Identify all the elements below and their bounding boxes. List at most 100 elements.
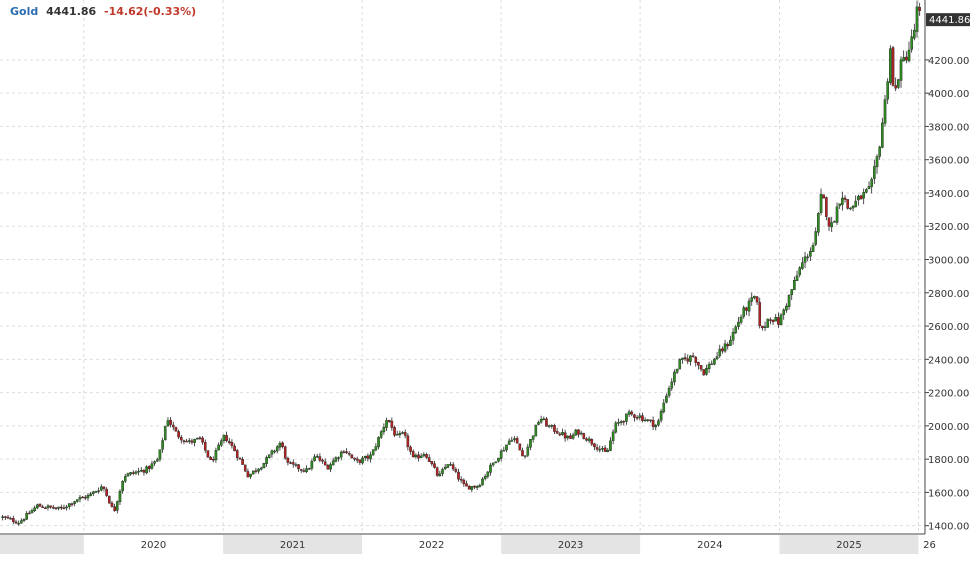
candle-body [171,424,175,428]
candle [793,276,796,291]
candle [30,508,34,514]
candle-body [4,516,7,518]
candle [905,51,908,64]
candle [494,461,498,464]
candle-body [913,29,916,39]
candle [14,519,18,525]
candle [339,450,343,461]
candle [121,480,124,494]
candle [539,415,543,424]
candle [515,436,519,444]
candle [315,453,319,459]
candle-body [211,458,215,461]
candle [398,430,402,438]
candle-body [499,450,503,459]
candle-body [369,454,372,460]
candle-body [795,275,799,281]
candle-body [185,440,188,443]
candle-body [777,317,780,325]
candle-body [297,464,300,470]
candle-body [273,450,276,453]
candle-body [30,510,34,514]
candle [739,314,743,325]
candle [803,251,807,269]
candle [417,451,420,462]
candle-body [166,420,170,427]
candle [123,473,127,483]
candle-body [86,495,90,499]
candle-body [147,466,151,470]
candle-body [606,450,610,453]
candle [486,470,490,479]
candle-body [715,356,719,360]
candle-body [379,431,383,438]
candle-body [702,369,706,376]
candle [118,489,122,506]
candle-body [222,434,226,442]
candle [187,437,191,444]
candle [251,470,255,475]
candle-body [275,446,279,452]
candle-body [737,321,740,327]
candle-body [425,454,428,458]
candle-body [49,505,52,508]
candle-body [529,439,532,448]
candle [462,478,466,487]
candle [667,385,671,399]
candle [131,470,135,476]
candle [825,196,828,221]
candle [222,434,226,444]
candle [81,495,84,499]
candle [846,199,849,210]
candle-body [571,434,575,439]
candle-body [417,454,420,459]
candle [638,412,642,421]
candle-body [467,486,471,490]
candle-body [609,440,612,451]
candle [326,463,330,470]
candle [510,436,514,442]
candle-body [313,456,316,461]
y-tick-label: 3200.00 [928,222,969,233]
y-tick-label: 4000.00 [928,89,969,100]
candle [843,195,847,203]
candle-body [742,307,746,317]
candle [294,462,298,468]
candle [84,495,87,501]
candle [387,419,391,423]
candle-body [790,289,794,296]
candle-body [363,456,367,459]
candle-body [819,193,823,213]
candle-body [187,440,191,442]
candle-body [131,472,135,474]
x-tick-label: 2022 [419,540,444,551]
candle-body [302,470,306,472]
candle-body [12,518,15,523]
candle-body [294,464,298,466]
candle-body [14,521,18,524]
candle-body [643,419,647,422]
candle-body [838,203,841,206]
candle-body [230,442,234,446]
year-band [0,535,84,554]
candle [430,460,434,467]
candle [174,426,178,432]
chart-header: Gold 4441.86 -14.62(-0.33%) [10,5,196,18]
candle-body [115,501,119,511]
candle-body [878,146,881,157]
candle-body [299,469,303,471]
candle-body [262,462,266,469]
candle-body [849,207,852,210]
candle [814,227,818,247]
last-price-marker: 4441.86 [926,13,970,27]
year-band [779,535,919,554]
candle-body [254,470,258,472]
last-price-box [926,13,970,27]
candle [441,467,444,477]
candle [318,453,322,463]
candle-body [859,195,863,200]
candle [310,458,314,471]
candle-body [361,457,364,464]
candle [451,462,455,472]
candle-body [113,506,116,512]
